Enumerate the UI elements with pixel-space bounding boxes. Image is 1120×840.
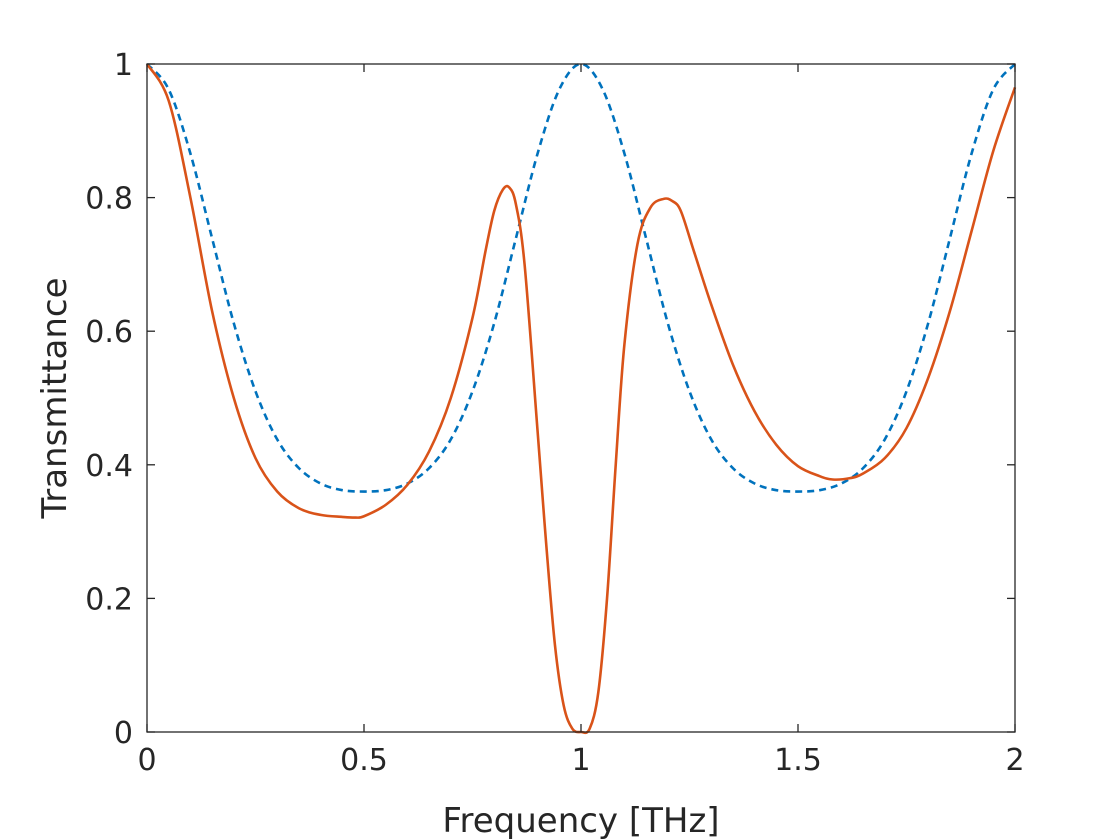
series-layer [145, 62, 1017, 735]
x-tick-label: 1.5 [774, 743, 822, 778]
axes-box [146, 63, 1016, 733]
plot-area [147, 64, 1015, 732]
x-tick-label: 1 [571, 743, 590, 778]
x-tick-label: 0.5 [340, 743, 388, 778]
y-axis-label: Transmittance [35, 277, 75, 519]
x-tick-label: 0 [137, 743, 156, 778]
x-tick-label: 2 [1005, 743, 1024, 778]
y-tick-label: 0.2 [85, 582, 133, 617]
y-tick-label: 0.6 [85, 315, 133, 350]
y-tick-label: 1 [114, 48, 133, 83]
y-tick-label: 0 [114, 716, 133, 751]
x-axis-label: Frequency [THz] [442, 801, 719, 840]
series-line-2 [145, 63, 1017, 735]
y-tick-label: 0.4 [85, 449, 133, 484]
y-tick-label: 0.8 [85, 182, 133, 217]
